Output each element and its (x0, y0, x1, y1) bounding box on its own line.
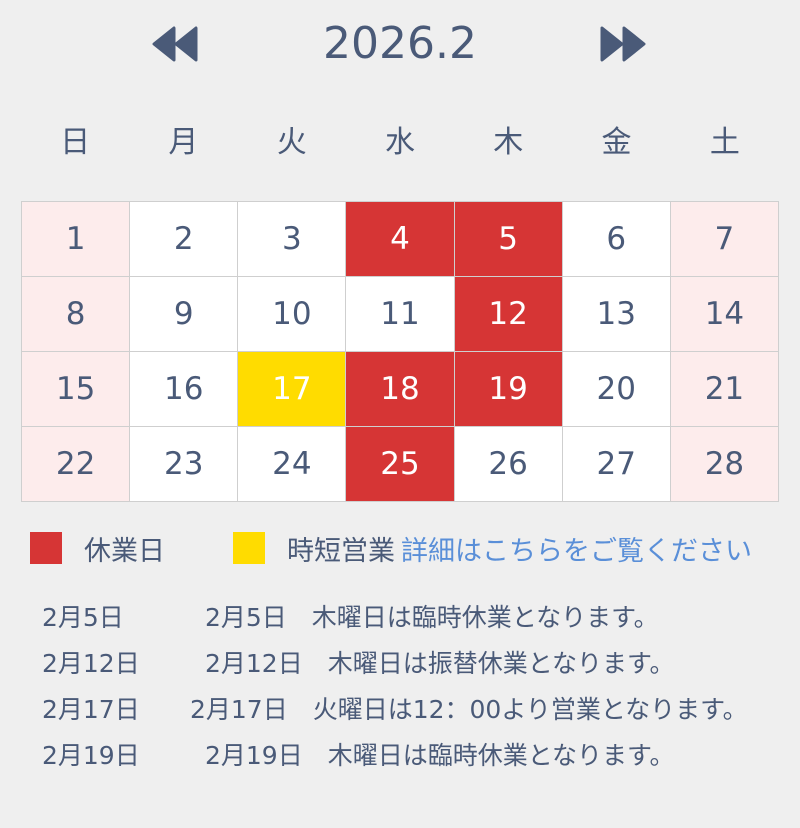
day-cell-7: 7 (670, 202, 779, 277)
notice-date: 2月19日 (42, 741, 140, 770)
day-cell-21: 21 (670, 352, 779, 427)
notice-text: 2月17日 火曜日は12：00より営業となります。 (190, 695, 748, 724)
day-cell-11: 11 (346, 277, 455, 352)
day-cell-18: 18 (346, 352, 455, 427)
day-cell-27: 27 (562, 427, 671, 502)
next-month-button[interactable] (598, 26, 646, 62)
day-cell-22: 22 (22, 427, 131, 502)
day-cell-20: 20 (562, 352, 671, 427)
weekday-thu: 木 (493, 125, 524, 160)
notice-text: 2月19日 木曜日は臨時休業となります。 (205, 741, 675, 770)
weekday-sun: 日 (60, 125, 91, 160)
month-title: 2026.2 (323, 18, 477, 69)
day-cell-14: 14 (670, 277, 779, 352)
weekday-fri: 金 (601, 125, 632, 160)
notice-text: 2月5日 木曜日は臨時休業となります。 (205, 603, 659, 632)
closed-label: 休業日 (84, 535, 165, 567)
day-cell-23: 23 (130, 427, 239, 502)
legend: 休業日 時短営業 詳細はこちらをご覧ください (30, 528, 800, 568)
day-cell-2: 2 (130, 202, 239, 277)
details-link[interactable]: 詳細はこちらをご覧ください (401, 535, 752, 567)
notice-row: 2月12日 2月12日 木曜日は振替休業となります。 (42, 641, 782, 687)
notice-row: 2月5日 2月5日 木曜日は臨時休業となります。 (42, 595, 782, 641)
double-chevron-left-icon (152, 26, 198, 62)
short-hours-label: 時短営業 (287, 535, 395, 567)
day-cell-25: 25 (346, 427, 455, 502)
day-cell-19: 19 (454, 352, 563, 427)
calendar-grid: 1 2 3 4 5 6 7 8 9 10 11 12 13 14 15 16 17 18 19 20 21 22 23 24 2… (21, 201, 779, 502)
notice-text: 2月12日 木曜日は振替休業となります。 (205, 649, 675, 678)
short-hours-swatch (233, 532, 265, 564)
day-cell-10: 10 (238, 277, 347, 352)
day-cell-6: 6 (562, 202, 671, 277)
day-cell-13: 13 (562, 277, 671, 352)
day-cell-5: 5 (454, 202, 563, 277)
notice-date: 2月5日 (42, 603, 124, 632)
notice-date: 2月17日 (42, 695, 140, 724)
notice-row: 2月17日 2月17日 火曜日は12：00より営業となります。 (42, 687, 782, 733)
day-cell-26: 26 (454, 427, 563, 502)
day-cell-24: 24 (238, 427, 347, 502)
double-chevron-right-icon (600, 26, 646, 62)
weekday-header: 日 月 火 水 木 金 土 (21, 118, 779, 168)
day-cell-8: 8 (22, 277, 131, 352)
prev-month-button[interactable] (152, 26, 200, 62)
day-cell-28: 28 (670, 427, 779, 502)
notice-date: 2月12日 (42, 649, 140, 678)
day-cell-16: 16 (130, 352, 239, 427)
day-cell-17: 17 (238, 352, 347, 427)
day-cell-1: 1 (22, 202, 131, 277)
day-cell-12: 12 (454, 277, 563, 352)
calendar-header: 2026.2 (0, 14, 800, 74)
day-cell-3: 3 (238, 202, 347, 277)
weekday-mon: 月 (168, 125, 199, 160)
day-cell-9: 9 (130, 277, 239, 352)
day-cell-15: 15 (22, 352, 131, 427)
notice-row: 2月19日 2月19日 木曜日は臨時休業となります。 (42, 733, 782, 779)
closed-swatch (30, 532, 62, 564)
weekday-wed: 水 (384, 125, 415, 160)
weekday-sat: 土 (709, 125, 740, 160)
weekday-tue: 火 (276, 125, 307, 160)
day-cell-4: 4 (346, 202, 455, 277)
notice-list: 2月5日 2月5日 木曜日は臨時休業となります。 2月12日 2月12日 木曜日… (42, 595, 782, 779)
